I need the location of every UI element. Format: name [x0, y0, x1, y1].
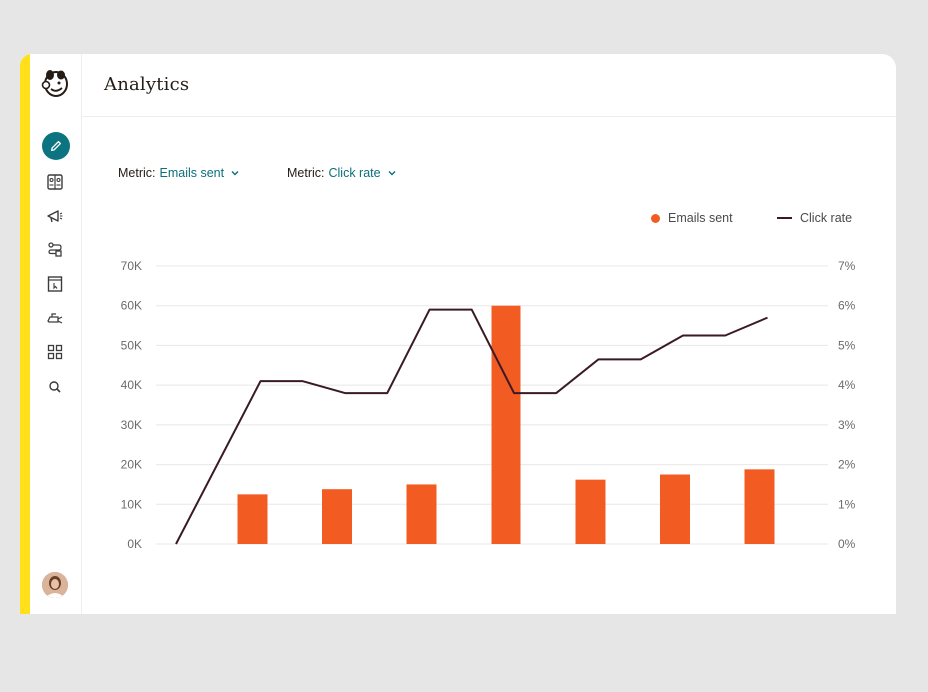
bar-emails-sent [406, 484, 437, 544]
y-tick-label: 70K [121, 259, 142, 273]
legend-emails-sent: Emails sent [651, 211, 733, 225]
legend-label: Click rate [800, 211, 853, 225]
legend-click-rate: Click rate [777, 211, 852, 225]
y2-tick-label: 0% [838, 537, 856, 551]
y-tick-label: 20K [121, 458, 142, 472]
legend-label: Emails sent [668, 211, 733, 225]
bar-emails-sent [575, 479, 606, 544]
line-click-rate [175, 308, 768, 545]
bar-emails-sent [744, 469, 775, 544]
y-tick-label: 10K [121, 497, 142, 511]
user-avatar[interactable] [42, 572, 68, 598]
bar-emails-sent [491, 305, 521, 544]
bar-emails-sent [237, 494, 268, 544]
bar-emails-sent [322, 489, 352, 544]
page-header: Analytics [82, 54, 896, 117]
y2-tick-label: 6% [838, 299, 856, 313]
metric-value: Click rate [328, 166, 381, 180]
y2-tick-label: 5% [838, 338, 856, 352]
audience-icon[interactable] [44, 171, 66, 193]
search-icon[interactable] [44, 376, 66, 398]
metric-dropdown-click-rate[interactable]: Metric: Click rate [287, 166, 397, 180]
campaigns-megaphone-icon[interactable] [44, 205, 66, 227]
legend-line [777, 217, 792, 219]
chevron-down-icon [388, 171, 396, 176]
y-tick-label: 50K [121, 338, 142, 352]
metric-dropdown-emails[interactable]: Metric: Emails sent [118, 166, 240, 180]
y2-tick-label: 1% [838, 497, 856, 511]
y-tick-label: 40K [121, 378, 142, 392]
y2-tick-label: 4% [838, 378, 856, 392]
accent-bar [20, 54, 30, 614]
legend-dot [651, 213, 660, 223]
bar-emails-sent [660, 474, 690, 544]
mailchimp-logo-icon[interactable] [39, 67, 71, 99]
y-tick-label: 30K [121, 418, 142, 432]
automations-icon[interactable] [44, 239, 66, 261]
sidebar [30, 54, 82, 614]
app-window: Analytics Metric: Emails sent Metric: Cl… [20, 54, 896, 614]
metric-label: Metric: [118, 166, 156, 180]
website-icon[interactable] [44, 273, 66, 295]
metric-label: Metric: [287, 166, 325, 180]
content-grid-icon[interactable] [44, 341, 66, 363]
y-tick-label: 0K [127, 537, 142, 551]
integrations-icon[interactable] [44, 307, 66, 329]
chevron-down-icon [231, 171, 239, 176]
page-title: Analytics [104, 74, 190, 95]
create-pencil-icon [50, 140, 62, 152]
y2-tick-label: 2% [838, 458, 856, 472]
create-button[interactable] [42, 132, 70, 160]
y-tick-label: 60K [121, 299, 142, 313]
combo-chart: 0K 10K 20K 30K 40K 50K 60K 70K 0% 1% 2% 3% 4% 5% 6% 7% [121, 259, 856, 551]
metric-value: Emails sent [159, 166, 225, 180]
y2-tick-label: 3% [838, 418, 856, 432]
y2-tick-label: 7% [838, 259, 856, 273]
